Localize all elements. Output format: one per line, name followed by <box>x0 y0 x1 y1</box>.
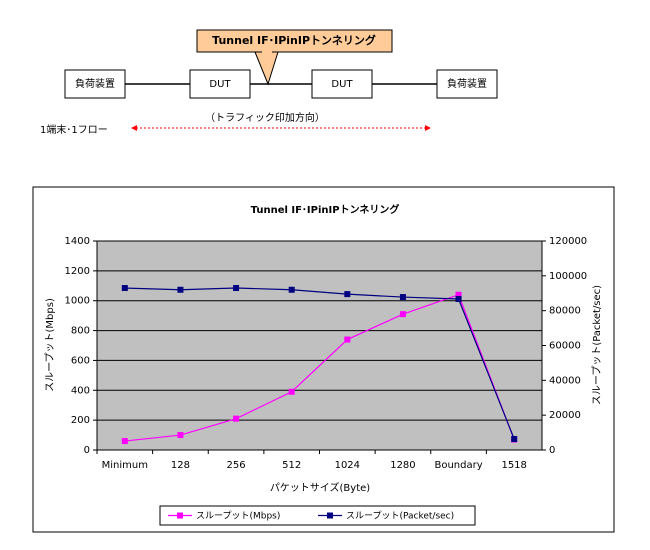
legend-label: スループット(Packet/sec) <box>346 511 454 522</box>
node-box <box>189 69 251 99</box>
data-point <box>177 432 184 439</box>
direction-label: （トラフィック印加方向） <box>205 111 325 124</box>
x-tick-label: 128 <box>171 460 190 471</box>
y-tick-label: 1000 <box>65 296 90 307</box>
data-point <box>344 336 351 343</box>
x-tick-label: Minimum <box>102 460 148 471</box>
node-box <box>311 69 373 99</box>
legend-box <box>159 505 476 526</box>
node-label: DUT <box>209 79 231 90</box>
x-tick-label: 1518 <box>501 460 526 471</box>
flow-label: 1端末･1フロー <box>40 123 108 136</box>
series-line <box>124 287 515 440</box>
node-label: DUT <box>331 79 353 90</box>
data-point <box>455 295 462 302</box>
data-point <box>121 285 128 292</box>
y-tick-label: 1200 <box>65 266 90 277</box>
y-tick-label: 0 <box>84 445 90 456</box>
chart-title: Tunnel IF･IPinIPトンネリング <box>251 203 400 216</box>
node-label: 負荷装置 <box>75 77 115 90</box>
y2-tick-label: 20000 <box>549 410 581 421</box>
y2-tick-label: 80000 <box>549 306 581 317</box>
data-point <box>399 311 406 318</box>
callout-text: Tunnel IF･IPinIPトンネリング <box>212 33 376 47</box>
x-tick-label: 256 <box>227 460 246 471</box>
y2-axis-label: スループット(Packet/sec) <box>591 285 603 405</box>
legend-marker <box>327 512 333 519</box>
node-label: 負荷装置 <box>447 77 487 90</box>
y-axis-label: スループット(Mbps) <box>44 298 56 392</box>
y-tick-label: 400 <box>71 385 90 396</box>
callout-box <box>196 29 393 53</box>
y2-tick-label: 40000 <box>549 375 581 386</box>
y-tick-label: 1400 <box>65 236 90 247</box>
y-tick-label: 800 <box>71 326 90 337</box>
x-tick-label: Boundary <box>434 460 482 471</box>
data-point <box>455 291 462 298</box>
data-point <box>511 436 518 443</box>
data-point <box>288 286 295 293</box>
x-tick-label: 512 <box>282 460 301 471</box>
data-point <box>121 438 128 445</box>
node-box <box>64 69 126 99</box>
x-axis-label: パケットサイズ(Byte) <box>270 481 370 494</box>
data-point <box>399 294 406 301</box>
y2-tick-label: 100000 <box>549 271 587 282</box>
legend-label: スループット(Mbps) <box>196 511 280 522</box>
data-point <box>288 388 295 395</box>
y2-tick-label: 120000 <box>549 236 587 247</box>
node-box <box>436 69 498 99</box>
series-line <box>124 293 515 442</box>
x-tick-label: 1280 <box>390 460 415 471</box>
data-point <box>344 291 351 298</box>
x-tick-label: 1024 <box>335 460 360 471</box>
y2-tick-label: 0 <box>549 445 555 456</box>
data-point <box>177 286 184 293</box>
data-point <box>233 415 240 422</box>
y2-tick-label: 60000 <box>549 341 581 352</box>
callout-pointer <box>254 51 279 86</box>
y-tick-label: 200 <box>71 415 90 426</box>
y-tick-label: 600 <box>71 355 90 366</box>
plot-area <box>96 240 543 451</box>
legend-marker <box>177 512 183 519</box>
data-point <box>233 285 240 292</box>
